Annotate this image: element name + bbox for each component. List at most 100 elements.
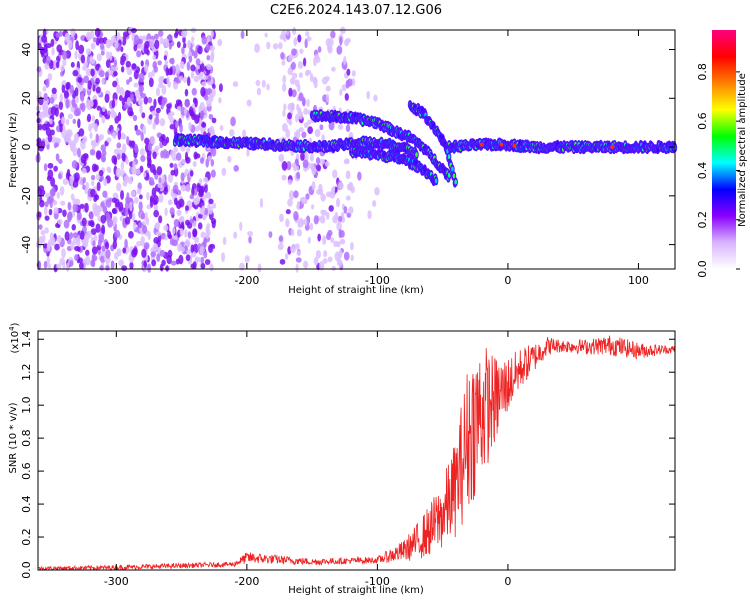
noise-speckle [304, 38, 308, 49]
noise-speckle [72, 203, 79, 213]
noise-speckle [108, 197, 113, 203]
noise-speckle [374, 186, 380, 196]
noise-speckle [140, 155, 146, 162]
noise-speckle [150, 110, 156, 117]
noise-speckle [58, 101, 64, 111]
y-tick-label: 1.2 [20, 363, 33, 381]
noise-speckle [300, 151, 305, 162]
noise-speckle [201, 205, 206, 213]
noise-speckle [111, 208, 117, 214]
noise-speckle [50, 187, 56, 197]
noise-speckle [118, 95, 123, 102]
noise-speckle [162, 149, 168, 159]
noise-speckle [116, 153, 121, 160]
noise-speckle [206, 222, 211, 230]
noise-speckle [334, 211, 339, 221]
noise-speckle [125, 90, 131, 97]
noise-speckle [54, 243, 60, 251]
noise-speckle [294, 131, 299, 138]
noise-speckle [112, 111, 117, 118]
noise-speckle [182, 76, 188, 83]
noise-speckle [182, 185, 186, 192]
noise-speckle [172, 184, 179, 194]
noise-speckle [118, 259, 125, 267]
noise-speckle [338, 228, 343, 239]
noise-speckle [281, 174, 287, 181]
noise-speckle [203, 250, 208, 259]
noise-speckle [78, 128, 85, 137]
noise-speckle [68, 39, 73, 49]
noise-speckle [305, 69, 312, 75]
noise-speckle [176, 209, 182, 217]
noise-speckle [117, 130, 122, 141]
noise-speckle [211, 220, 216, 229]
trace-hotspot [499, 142, 504, 147]
noise-speckle [313, 215, 319, 225]
noise-speckle [219, 124, 224, 131]
noise-speckle [298, 92, 304, 101]
noise-speckle [59, 123, 63, 133]
noise-speckle [79, 91, 85, 102]
noise-speckle [90, 122, 96, 129]
noise-speckle [337, 215, 343, 223]
noise-speckle [172, 226, 176, 235]
noise-speckle [114, 229, 121, 239]
noise-speckle [149, 39, 155, 49]
noise-speckle [44, 206, 48, 216]
noise-speckle [42, 234, 46, 244]
trace-lower_branch [349, 145, 439, 187]
noise-speckle [169, 238, 175, 246]
noise-speckle [70, 175, 74, 186]
noise-speckle [96, 105, 102, 111]
spectrogram-y-label: Frequency (Hz) [8, 112, 19, 188]
noise-speckle [65, 118, 70, 126]
noise-speckle [181, 46, 185, 55]
noise-speckle [46, 256, 51, 265]
noise-speckle [153, 98, 157, 109]
noise-speckle [104, 256, 111, 264]
noise-speckle [152, 243, 159, 252]
noise-speckle [80, 230, 85, 240]
noise-speckle [101, 115, 106, 124]
noise-speckle [281, 60, 286, 66]
noise-speckle [296, 201, 301, 209]
noise-speckle [121, 152, 126, 162]
noise-speckle [209, 92, 214, 103]
y-tick-label: 0.2 [20, 528, 33, 546]
noise-speckle [319, 261, 325, 271]
noise-speckle [125, 157, 129, 165]
noise-speckle [111, 155, 117, 164]
noise-speckle [45, 127, 51, 137]
noise-speckle [202, 239, 207, 249]
noise-speckle [233, 231, 238, 239]
noise-speckle [88, 123, 92, 132]
noise-speckle [84, 202, 89, 213]
noise-speckle [188, 55, 193, 63]
noise-speckle [190, 64, 196, 72]
noise-speckle [287, 67, 294, 76]
noise-speckle [178, 216, 184, 223]
trace-tail_line [446, 137, 678, 155]
noise-speckle [72, 69, 79, 77]
noise-speckle [185, 184, 191, 193]
noise-speckle [50, 38, 55, 47]
noise-speckle [91, 253, 96, 263]
noise-speckle [43, 260, 48, 269]
y-tick-label: 1.4 [20, 330, 33, 348]
noise-speckle [175, 120, 179, 129]
noise-speckle [287, 198, 293, 207]
noise-speckle [293, 190, 299, 199]
noise-speckle [105, 59, 111, 69]
noise-speckle [296, 171, 301, 180]
noise-speckle [147, 143, 153, 152]
noise-speckle [333, 240, 339, 248]
colorbar-tick-label: 0.0 [696, 260, 709, 278]
noise-speckle [163, 55, 167, 61]
noise-speckle [311, 181, 316, 191]
noise-speckle [47, 263, 52, 270]
noise-speckle [322, 209, 328, 216]
noise-speckle [266, 41, 271, 50]
trace-main_line [172, 132, 419, 160]
noise-speckle [56, 234, 62, 244]
noise-speckle [288, 87, 293, 97]
